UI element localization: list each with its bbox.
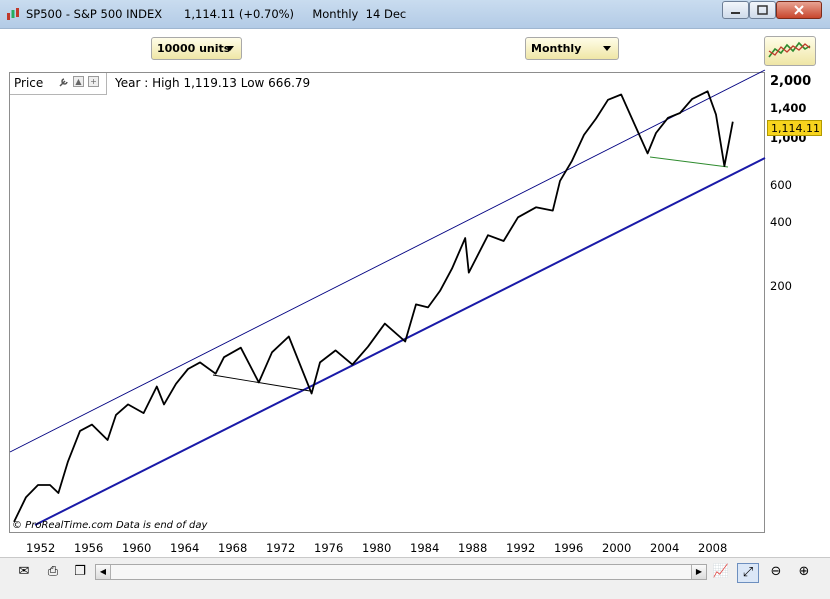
copy-icon[interactable]: ❐ [74, 564, 86, 579]
window-title: SP500 - S&P 500 INDEX 1,114.11 (+0.70%) … [26, 7, 407, 21]
x-tick-label: 1952 [26, 541, 56, 555]
period-dropdown[interactable]: Monthly [525, 37, 619, 60]
expand-panel-icon[interactable]: + [88, 76, 99, 87]
zoom-fit-icon[interactable]: ⤢ [737, 563, 759, 583]
x-tick-label: 2000 [602, 541, 632, 555]
toolbar [0, 29, 830, 71]
maximize-button[interactable] [749, 1, 776, 19]
year-range-info: Year : High 1,119.13 Low 666.79 [115, 76, 311, 90]
period-dropdown-label: Monthly [531, 42, 582, 55]
print-icon[interactable]: ⎙ [47, 564, 59, 579]
support-line-1970s [212, 374, 311, 392]
x-tick-label: 1992 [506, 541, 536, 555]
x-tick-label: 1976 [314, 541, 344, 555]
horizontal-scrollbar[interactable]: ◀ ▶ [95, 564, 707, 580]
data-credit: © ProRealTime.com Data is end of day [12, 520, 208, 531]
x-tick-label: 1996 [554, 541, 584, 555]
upper-channel-line [9, 69, 766, 453]
price-label: Price [14, 76, 44, 90]
x-tick-label: 1956 [74, 541, 104, 555]
x-tick-label: 1984 [410, 541, 440, 555]
lower-channel-line [34, 157, 766, 526]
chevron-down-icon [603, 46, 611, 51]
price-line [13, 90, 734, 523]
zoom-out-icon[interactable]: ⊖ [770, 564, 782, 579]
x-tick-label: 1968 [218, 541, 248, 555]
y-tick-label: 600 [770, 178, 792, 192]
indicators-button[interactable] [764, 36, 816, 66]
scroll-right-icon[interactable]: ▶ [691, 565, 706, 579]
zoom-in-icon[interactable]: ⊕ [798, 564, 810, 579]
scroll-left-icon[interactable]: ◀ [96, 565, 111, 579]
title-bar: SP500 - S&P 500 INDEX 1,114.11 (+0.70%) … [0, 0, 830, 29]
price-series [13, 90, 734, 523]
units-dropdown-label: 10000 units [157, 42, 231, 55]
chevron-down-icon [226, 46, 234, 51]
close-icon [794, 5, 804, 15]
x-tick-label: 2008 [698, 541, 728, 555]
y-tick-label: 2,000 [770, 74, 812, 89]
wrench-icon[interactable] [58, 76, 70, 88]
maximize-icon [757, 5, 768, 15]
x-tick-label: 2004 [650, 541, 680, 555]
close-button[interactable] [776, 1, 822, 19]
y-tick-label: 400 [770, 215, 792, 229]
x-tick-label: 1980 [362, 541, 392, 555]
minimize-icon [731, 12, 740, 14]
chart-style-icon[interactable]: 📈 [712, 564, 730, 579]
app-icon [7, 8, 19, 20]
x-tick-label: 1960 [122, 541, 152, 555]
chart-panel[interactable] [9, 72, 765, 533]
move-up-icon[interactable]: ▲ [73, 76, 84, 87]
indicators-icon [768, 41, 811, 58]
support-line-2000s [649, 156, 729, 168]
units-dropdown[interactable]: 10000 units [151, 37, 242, 60]
x-tick-label: 1988 [458, 541, 488, 555]
current-price-badge: 1,114.11 [767, 120, 822, 136]
y-tick-label: 200 [770, 279, 792, 293]
x-tick-label: 1964 [170, 541, 200, 555]
x-tick-label: 1972 [266, 541, 296, 555]
minimize-button[interactable] [722, 1, 749, 19]
email-icon[interactable]: ✉ [18, 564, 30, 579]
y-tick-label: 1,400 [770, 101, 807, 115]
